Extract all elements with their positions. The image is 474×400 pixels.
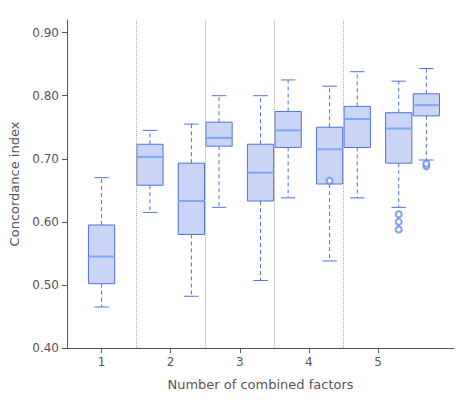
svg-text:0.70: 0.70 xyxy=(32,152,59,166)
svg-text:0.40: 0.40 xyxy=(32,341,59,355)
svg-text:1: 1 xyxy=(98,355,106,369)
svg-text:0.60: 0.60 xyxy=(32,215,59,229)
svg-text:2: 2 xyxy=(167,355,175,369)
svg-text:Concordance index: Concordance index xyxy=(7,121,22,246)
svg-text:3: 3 xyxy=(236,355,244,369)
svg-text:Number of combined factors: Number of combined factors xyxy=(167,377,353,392)
svg-text:0.80: 0.80 xyxy=(32,89,59,103)
svg-text:4: 4 xyxy=(305,355,313,369)
svg-text:0.90: 0.90 xyxy=(32,26,59,40)
svg-text:0.50: 0.50 xyxy=(32,278,59,292)
svg-text:5: 5 xyxy=(374,355,382,369)
